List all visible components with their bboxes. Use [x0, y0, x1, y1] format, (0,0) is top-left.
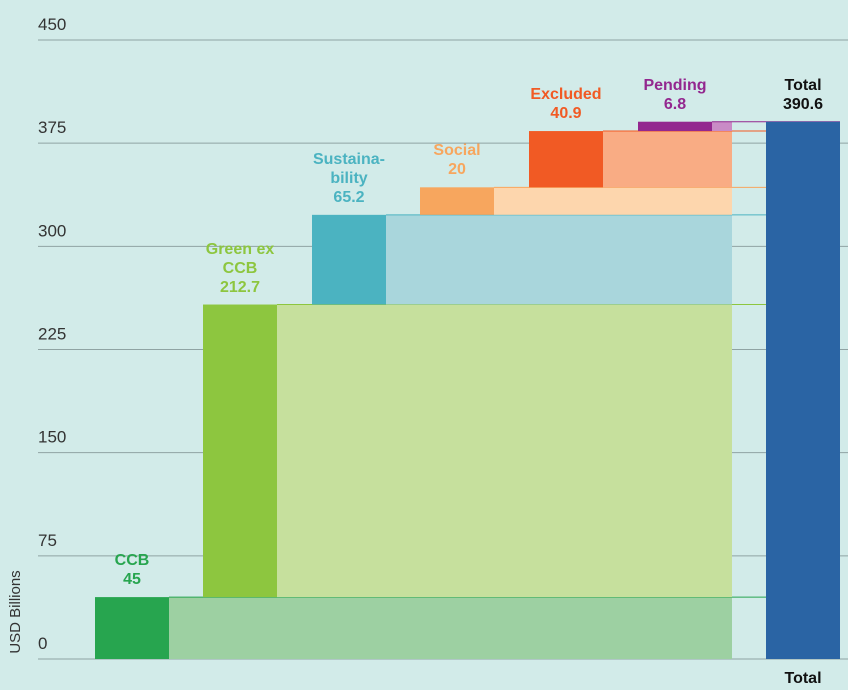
- category-label: Social: [433, 142, 481, 160]
- category-label: Pending: [643, 76, 707, 94]
- y-tick-label: 300: [38, 221, 66, 240]
- category-label: Total: [784, 76, 822, 94]
- bar-extension: [169, 597, 732, 659]
- y-tick-label: 150: [38, 428, 66, 447]
- bar-extension: [494, 187, 732, 215]
- y-tick-label: 0: [38, 634, 47, 653]
- total-bar: [766, 121, 840, 659]
- bar: [203, 304, 277, 598]
- value-label: 45: [123, 571, 141, 589]
- bar-label: CCB 45: [84, 551, 180, 589]
- bar: [312, 214, 386, 305]
- x-tick-label: Total: [784, 670, 822, 687]
- category-label: CCB: [114, 552, 150, 570]
- y-tick-label: 375: [38, 118, 66, 137]
- y-axis-title: USD Billions: [7, 570, 24, 653]
- value-label: 65.2: [333, 188, 365, 206]
- bar: [638, 121, 712, 132]
- bar-label: Sustaina-bility 65.2: [301, 150, 397, 207]
- bar: [420, 187, 494, 215]
- bar: [529, 131, 603, 188]
- bar-extension: [712, 121, 732, 132]
- value-label: 390.6: [782, 95, 824, 113]
- bar-label: Excluded 40.9: [518, 85, 614, 123]
- y-tick-label: 75: [38, 531, 57, 550]
- value-label: 212.7: [219, 278, 261, 296]
- bar: [95, 597, 169, 659]
- bar-label: Green ex CCB 212.7: [192, 240, 288, 297]
- bar-extension: [603, 131, 732, 188]
- value-label: 40.9: [550, 105, 582, 123]
- bar-label: Social 20: [409, 141, 505, 179]
- value-label: 20: [448, 161, 466, 179]
- category-label: Green ex CCB: [205, 240, 275, 277]
- bar-label: Pending 6.8: [627, 76, 723, 114]
- bar-extension: [386, 214, 732, 305]
- y-tick-label: 450: [38, 15, 66, 34]
- y-tick-label: 225: [38, 325, 66, 344]
- bar-label: Total 390.6: [755, 76, 848, 114]
- value-label: 6.8: [663, 95, 687, 113]
- category-label: Excluded: [530, 86, 602, 104]
- category-label: Sustaina-bility: [312, 150, 385, 187]
- bar-extension: [277, 304, 732, 598]
